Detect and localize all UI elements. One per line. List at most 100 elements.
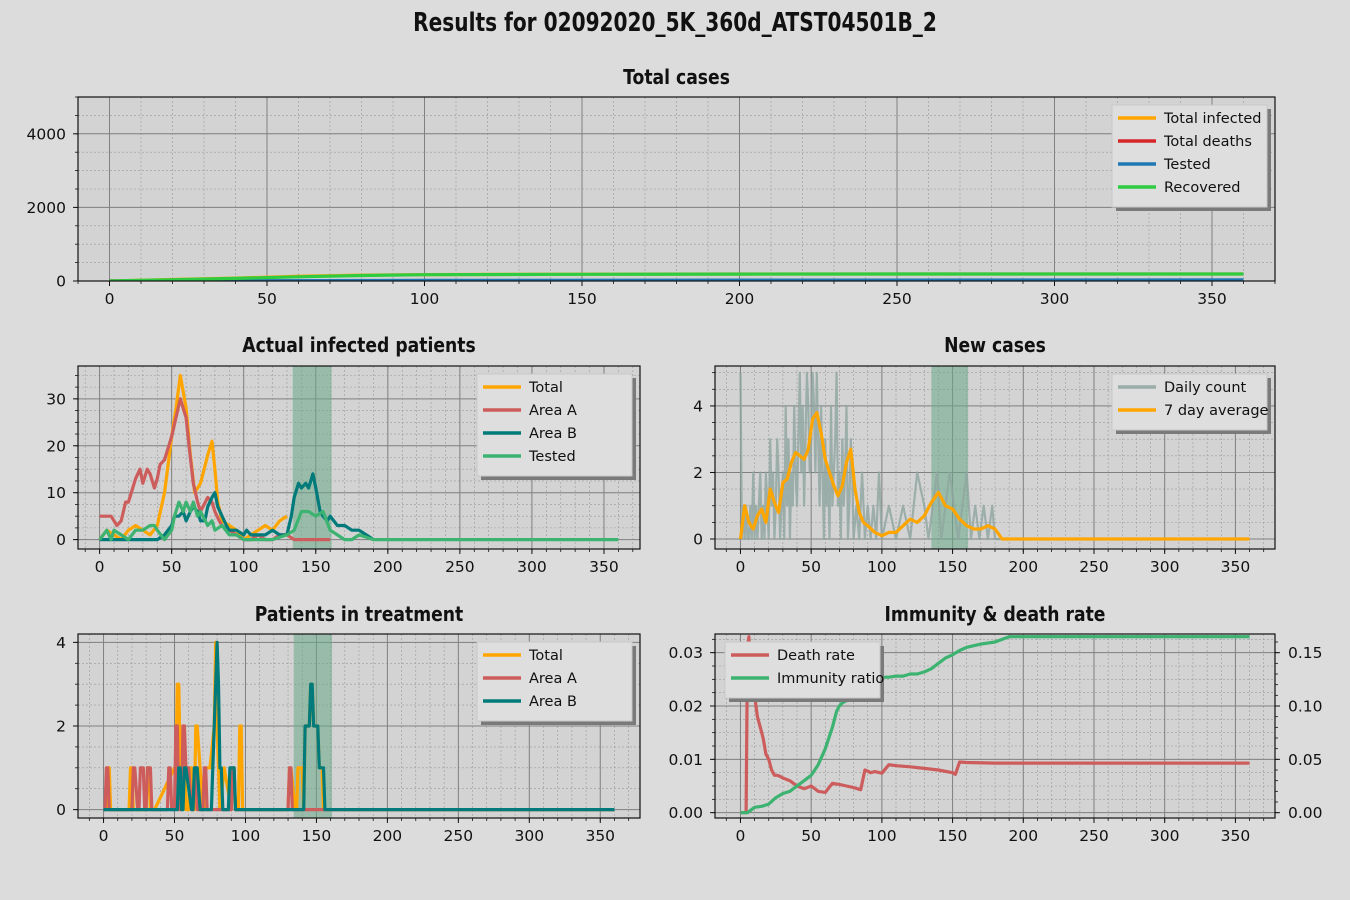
y2-tick-label: 0.15 [1288,644,1323,662]
y-tick-label: 0.02 [668,698,703,716]
series-line-0 [740,635,1250,815]
legend-label: Area A [529,403,577,419]
chart-actual: 0 50 100 150 200 250 300 350 0 10 20 30 Actual infec… [46,335,641,576]
chart-title: New cases [944,335,1046,358]
legend-label: Tested [528,449,576,465]
legend-label: Death rate [777,648,855,664]
x-tick-label: 50 [801,827,821,845]
x-tick-label: 0 [105,290,115,308]
x-tick-label: 350 [585,827,615,845]
legend: Daily count 7 day average [1111,373,1271,434]
y-tick-label: 0.01 [668,751,703,769]
y2-tick-label: 0.10 [1288,698,1323,716]
x-tick-label: 0 [99,827,109,845]
legend-label: Total infected [1163,111,1262,127]
chart-title: Actual infected patients [242,335,475,358]
x-tick-label: 100 [867,827,897,845]
series-line-3 [98,500,619,542]
series-line-1 [738,411,1250,541]
legend-label: Tested [1163,157,1211,173]
legend-box [724,641,881,699]
series-line-3 [109,272,1244,281]
x-tick-label: 300 [1040,290,1070,308]
y-tick-label: 30 [46,390,66,408]
y2-tick-label: 0.00 [1288,804,1323,822]
x-tick-label: 250 [882,290,912,308]
highlight-span [931,366,969,549]
chart-total: 0 50 100 150 200 250 300 350 0 2000 4000 Total case… [27,67,1276,308]
x-tick-label: 50 [165,827,185,845]
x-tick-label: 350 [1221,827,1251,845]
x-tick-label: 200 [1008,827,1038,845]
legend-label: Recovered [1164,180,1240,196]
chart-title: Immunity & death rate [885,604,1106,627]
chart-treatment: 0 50 100 150 200 250 300 350 0 2 4 Patients in trea… [56,604,641,845]
x-tick-label: 0 [95,558,105,576]
y-tick-label: 0 [56,801,66,819]
x-tick-label: 250 [444,827,474,845]
x-tick-label: 150 [938,827,968,845]
x-tick-label: 50 [257,290,277,308]
x-tick-label: 200 [725,290,755,308]
legend-label: Immunity ratio [777,671,884,687]
y-tick-label: 20 [46,437,66,455]
chart-title: Patients in treatment [255,604,464,627]
x-tick-label: 150 [301,558,331,576]
chart-new: 0 50 100 150 200 250 300 350 0 2 4 New cases Daily c… [693,335,1276,576]
x-tick-label: 100 [229,558,259,576]
x-tick-label: 150 [567,290,597,308]
legend: Total Area A Area B Tested [476,373,636,480]
x-tick-label: 50 [801,558,821,576]
legend-label: Total [528,648,563,664]
x-tick-label: 50 [162,558,182,576]
x-tick-label: 300 [515,827,545,845]
legend: Total infected Total deaths Tested Recovere… [1111,104,1271,211]
x-tick-label: 200 [373,827,403,845]
legend-label: 7 day average [1164,403,1269,419]
x-tick-label: 350 [589,558,619,576]
legend-box [476,373,633,477]
x-tick-label: 350 [1221,558,1251,576]
x-tick-label: 250 [445,558,475,576]
y-tick-label: 0 [56,273,66,291]
series-line-2 [103,640,615,812]
x-tick-label: 250 [1079,558,1109,576]
x-tick-label: 100 [231,827,261,845]
x-tick-label: 150 [302,827,332,845]
series-group [738,371,1250,541]
y-tick-label: 0.03 [668,644,703,662]
x-tick-label: 100 [410,290,440,308]
legend-label: Total deaths [1163,134,1252,150]
x-tick-label: 200 [1008,558,1038,576]
y-tick-label: 2000 [27,199,66,217]
y-tick-label: 0 [693,531,703,549]
legend-label: Total [528,380,563,396]
legend-label: Area B [529,694,577,710]
y-tick-label: 0 [56,531,66,549]
y-tick-label: 10 [46,484,66,502]
series-group [103,640,615,812]
x-tick-label: 150 [938,558,968,576]
x-tick-label: 0 [736,558,746,576]
legend-box [1111,373,1268,431]
y-tick-label: 4000 [27,125,66,143]
legend-label: Area B [529,426,577,442]
legend-label: Daily count [1164,380,1247,396]
legend: Death rate Immunity ratio [724,641,884,702]
x-tick-label: 100 [867,558,897,576]
x-tick-label: 200 [373,558,403,576]
x-tick-label: 300 [1150,558,1180,576]
x-tick-label: 350 [1197,290,1227,308]
y-tick-label: 0.00 [668,804,703,822]
chart-immunity: 0 50 100 150 200 250 300 350 0.00 0.01 0.02 0.03 0.0… [668,604,1322,845]
legend-box [1111,104,1268,208]
x-tick-label: 250 [1079,827,1109,845]
y-tick-label: 4 [693,397,703,415]
series-group [98,373,619,542]
y-tick-label: 2 [56,718,66,736]
chart-title: Total cases [623,67,730,90]
y2-tick-label: 0.05 [1288,751,1323,769]
y-tick-label: 4 [56,634,66,652]
legend-label: Area A [529,671,577,687]
